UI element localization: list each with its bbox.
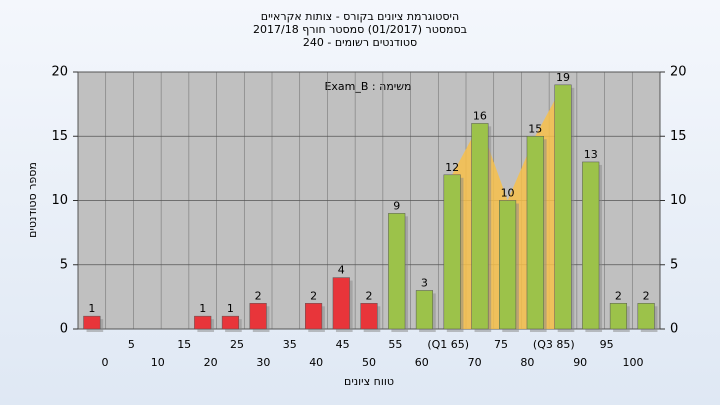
- x-tick-label: 15: [177, 338, 191, 351]
- data-label: 16: [473, 109, 487, 122]
- x-tick-label: 30: [256, 356, 270, 369]
- y-tick-label: 20: [51, 65, 68, 80]
- x-tick-label: (Q1 65): [427, 338, 469, 351]
- y2-tick-label: 5: [670, 257, 678, 272]
- x-tick-label: 40: [309, 356, 323, 369]
- y-tick-label: 10: [51, 193, 68, 208]
- data-label: 1: [227, 302, 234, 315]
- bar: [526, 136, 544, 330]
- data-label: 2: [643, 289, 650, 302]
- bar: [305, 303, 323, 330]
- x-tick-label: 5: [128, 338, 135, 351]
- bar: [499, 200, 517, 330]
- y-tick-label: 0: [60, 322, 68, 337]
- x-tick-label: 70: [468, 356, 482, 369]
- x-tick-label: 75: [494, 338, 508, 351]
- x-tick-label: 10: [151, 356, 165, 369]
- x-tick-label: 25: [230, 338, 244, 351]
- x-tick-label: 100: [623, 356, 644, 369]
- x-tick-label: 60: [415, 356, 429, 369]
- x-tick-label: 95: [600, 338, 614, 351]
- x-tick-label: 50: [362, 356, 376, 369]
- x-tick-label: 45: [336, 338, 350, 351]
- x-tick-label: 55: [388, 338, 402, 351]
- data-label: 3: [421, 276, 428, 289]
- bar: [83, 315, 101, 330]
- y2-tick-label: 20: [670, 65, 687, 80]
- data-label: 19: [556, 71, 570, 84]
- data-label: 1: [88, 302, 95, 315]
- bar: [471, 123, 489, 330]
- data-label: 9: [393, 199, 400, 212]
- data-label: 15: [528, 122, 542, 135]
- data-label: 2: [366, 289, 373, 302]
- bar: [194, 315, 212, 330]
- bar: [415, 290, 433, 330]
- data-label: 13: [584, 148, 598, 161]
- bar: [582, 161, 600, 330]
- bar: [554, 84, 572, 330]
- data-label: 2: [615, 289, 622, 302]
- data-label: 12: [445, 161, 459, 174]
- y-tick-label: 5: [60, 257, 68, 272]
- bar: [388, 213, 406, 330]
- data-label: 10: [501, 187, 515, 200]
- x-tick-label: 0: [102, 356, 109, 369]
- x-tick-label: 90: [573, 356, 587, 369]
- bar: [609, 303, 627, 330]
- data-label: 2: [255, 289, 262, 302]
- x-axis-label: טווח ציונים: [344, 375, 394, 388]
- chart-title: היסטוגרמת ציונים בקורס - צותות אקראיים: [261, 10, 459, 23]
- bar: [249, 303, 267, 330]
- chart-subtitle: סטודנטים רשומים - 240: [303, 36, 417, 49]
- chart-subtitle: בסמסטר (01/2017) סמסטר חורף 2017/18: [253, 23, 467, 36]
- annotation: Exam_B : משימה: [324, 80, 411, 93]
- bar: [443, 174, 461, 330]
- bar: [360, 303, 378, 330]
- data-label: 2: [310, 289, 317, 302]
- x-tick-label: 35: [283, 338, 297, 351]
- y2-tick-label: 10: [670, 193, 687, 208]
- x-tick-label: 80: [520, 356, 534, 369]
- data-label: 1: [199, 302, 206, 315]
- bar: [221, 315, 239, 330]
- bar: [332, 277, 350, 330]
- y2-tick-label: 0: [670, 322, 678, 337]
- y2-tick-label: 15: [670, 129, 687, 144]
- data-label: 4: [338, 264, 345, 277]
- y-axis-label: מספר סטודנטים: [26, 162, 39, 238]
- bar: [637, 303, 655, 330]
- y-tick-label: 15: [51, 129, 68, 144]
- x-tick-label: 20: [204, 356, 218, 369]
- x-tick-label: (Q3 85): [533, 338, 575, 351]
